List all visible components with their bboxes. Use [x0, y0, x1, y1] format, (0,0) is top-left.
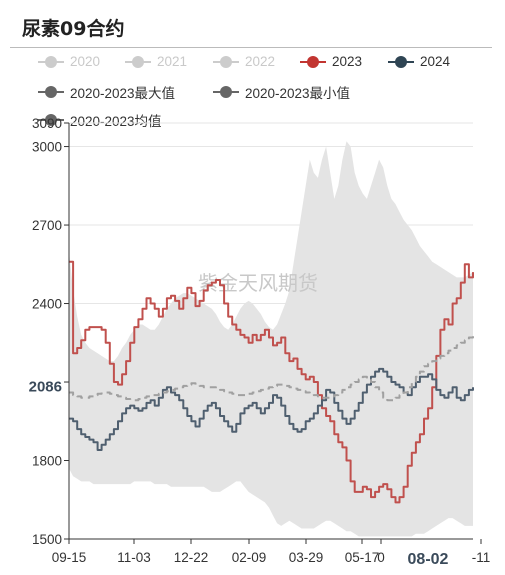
legend-marker-icon [300, 55, 326, 69]
legend-marker-icon [213, 85, 239, 99]
legend-item-2022[interactable]: 2022 [213, 54, 275, 69]
series-line-2023 [69, 260, 474, 504]
x-tick-label: 02-09 [232, 550, 267, 565]
legend-marker-icon [38, 85, 64, 99]
y-tick-label: 1800 [32, 454, 62, 469]
x-highlight-label: 08-02 [408, 551, 449, 568]
x-tick-label: 09-15 [52, 550, 87, 565]
legend-marker-icon [213, 55, 239, 69]
series-line-2020-2023均值 [69, 334, 474, 402]
y-tick-label: 3000 [32, 140, 62, 155]
legend-item-2020[interactable]: 2020 [38, 54, 100, 69]
x-tick-label: 11-03 [117, 550, 151, 565]
legend-item-min[interactable]: 2020-2023最小值 [213, 82, 350, 102]
y-tick-label: 1500 [32, 532, 62, 547]
legend-item-max[interactable]: 2020-2023最大值 [38, 82, 175, 102]
range-band-area [69, 141, 473, 537]
legend: 2020 2021 2022 2023 2024 2020-2023最大值 20… [0, 0, 505, 130]
y-tick-label: 3090 [32, 116, 62, 131]
x-tick-label: 05-17 [345, 550, 380, 565]
title-divider [10, 47, 492, 48]
legend-marker-icon [125, 55, 151, 69]
legend-item-mean[interactable]: 2020-2023均值 [38, 110, 162, 130]
y-highlight-label: 2086 [29, 379, 62, 396]
legend-marker-icon [388, 55, 414, 69]
legend-marker-icon [38, 55, 64, 69]
legend-item-2024[interactable]: 2024 [388, 54, 450, 69]
x-tick-label: 0 [377, 550, 385, 565]
chart-title: 尿素09合约 [22, 18, 125, 40]
legend-item-2023[interactable]: 2023 [300, 54, 362, 69]
x-tick-label: 12-22 [174, 550, 209, 565]
legend-marker-icon [38, 113, 64, 127]
x-tick-label: 03-29 [289, 550, 324, 565]
y-tick-label: 2400 [32, 297, 62, 312]
y-highlight-box [12, 374, 64, 397]
y-tick-label: 2700 [32, 218, 62, 233]
x-highlight-box [396, 543, 462, 571]
x-tick-label: -11 [472, 550, 491, 565]
legend-item-2021[interactable]: 2021 [125, 54, 187, 69]
watermark-text: 紫金天风期货 [198, 271, 318, 295]
